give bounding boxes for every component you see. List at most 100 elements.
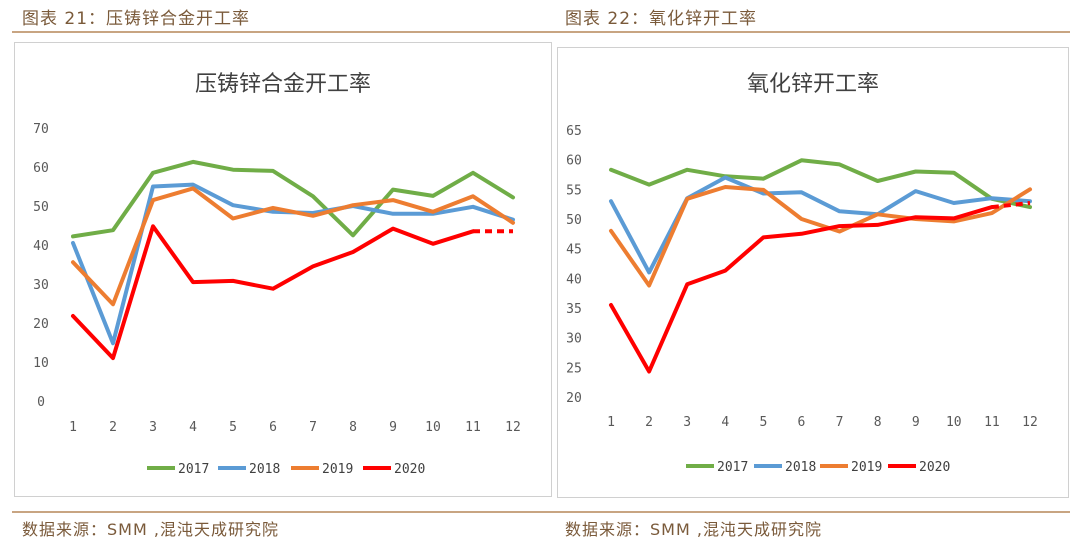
- data-point-2017: [191, 160, 195, 164]
- data-point-2018: [952, 201, 956, 205]
- data-point-2017: [685, 168, 689, 172]
- data-point-2019: [723, 185, 727, 189]
- data-point-2018: [231, 203, 235, 207]
- y-tick-label: 30: [33, 278, 49, 293]
- chart-title: 氧化锌开工率: [747, 72, 879, 97]
- data-point-2019: [838, 229, 842, 233]
- y-tick-label: 70: [33, 122, 49, 137]
- data-point-2020: [311, 264, 315, 268]
- data-point-2019: [685, 197, 689, 201]
- figure-21-title: 图表 21：压铸锌合金开工率: [22, 9, 251, 29]
- data-point-2020: [838, 224, 842, 228]
- y-tick-label: 65: [566, 124, 582, 139]
- data-point-2019: [799, 217, 803, 221]
- series-2020: [609, 201, 1032, 374]
- y-tick-label: 50: [33, 200, 49, 215]
- left-source-note: 数据来源：SMM ,混沌天成研究院: [22, 520, 279, 539]
- series-line-2019: [71, 186, 515, 307]
- x-tick-label: 4: [189, 420, 197, 435]
- x-tick-label: 1: [607, 415, 615, 430]
- legend-label-2018: 2018: [249, 462, 280, 477]
- x-tick-label: 1: [69, 420, 77, 435]
- figure-22-title: 图表 22：氧化锌开工率: [565, 9, 758, 29]
- legend: 2017 2018 2019 2020: [686, 460, 950, 475]
- x-tick-label: 3: [149, 420, 157, 435]
- data-point-2020: [511, 229, 515, 233]
- y-tick-label: 20: [566, 391, 582, 406]
- data-point-2017: [799, 158, 803, 162]
- data-point-2020: [1028, 201, 1032, 205]
- data-point-2020: [271, 287, 275, 291]
- data-point-2019: [71, 260, 75, 264]
- data-point-2018: [271, 210, 275, 214]
- data-point-2017: [647, 183, 651, 187]
- series-line-2017: [609, 158, 1032, 210]
- data-point-2020: [723, 269, 727, 273]
- data-point-2017: [311, 194, 315, 198]
- data-point-2017: [471, 171, 475, 175]
- data-point-2019: [471, 194, 475, 198]
- y-tick-label: 60: [33, 161, 49, 176]
- x-tick-label: 2: [109, 420, 117, 435]
- y-tick-label: 25: [566, 361, 582, 376]
- x-tick-label: 11: [984, 415, 1000, 430]
- x-tick-label: 5: [759, 415, 767, 430]
- data-point-2018: [723, 175, 727, 179]
- data-point-2017: [151, 171, 155, 175]
- data-point-2017: [271, 169, 275, 173]
- legend-label-2019: 2019: [851, 460, 882, 475]
- data-point-2019: [151, 198, 155, 202]
- data-point-2018: [647, 270, 651, 274]
- y-tick-label: 55: [566, 183, 582, 198]
- series-line-2020: [609, 205, 994, 374]
- x-tick-label: 12: [1022, 415, 1038, 430]
- data-point-2018: [838, 209, 842, 213]
- data-point-2020: [391, 227, 395, 231]
- data-point-2020: [471, 229, 475, 233]
- data-point-2020: [111, 356, 115, 360]
- y-tick-label: 10: [33, 356, 49, 371]
- data-point-2019: [761, 188, 765, 192]
- legend-label-2020: 2020: [919, 460, 950, 475]
- data-point-2018: [71, 241, 75, 245]
- data-point-2019: [111, 302, 115, 306]
- x-tick-label: 9: [912, 415, 920, 430]
- data-point-2017: [876, 179, 880, 183]
- data-point-2017: [609, 168, 613, 172]
- data-point-2018: [609, 199, 613, 203]
- data-point-2019: [191, 186, 195, 190]
- data-point-2020: [990, 205, 994, 209]
- right-source-note: 数据来源：SMM ,混沌天成研究院: [565, 520, 822, 539]
- data-point-2020: [151, 224, 155, 228]
- data-point-2020: [191, 280, 195, 284]
- data-point-2018: [191, 183, 195, 187]
- data-point-2017: [351, 233, 355, 237]
- series-2019: [71, 186, 515, 307]
- data-point-2018: [990, 196, 994, 200]
- data-point-2020: [799, 232, 803, 236]
- data-point-2019: [609, 229, 613, 233]
- data-point-2020: [876, 223, 880, 227]
- x-tick-label: 11: [465, 420, 481, 435]
- data-point-2017: [111, 228, 115, 232]
- data-point-2020: [914, 215, 918, 219]
- data-point-2017: [231, 168, 235, 172]
- data-point-2019: [311, 214, 315, 218]
- x-tick-label: 12: [505, 420, 521, 435]
- data-point-2017: [71, 234, 75, 238]
- data-point-2020: [685, 282, 689, 286]
- data-point-2020: [952, 216, 956, 220]
- top-divider: [12, 31, 1070, 33]
- x-tick-label: 3: [683, 415, 691, 430]
- y-tick-label: 50: [566, 213, 582, 228]
- series-2017: [71, 159, 515, 239]
- data-point-2017: [952, 171, 956, 175]
- data-point-2017: [511, 195, 515, 199]
- x-tick-label: 7: [836, 415, 844, 430]
- x-tick-label: 8: [349, 420, 357, 435]
- data-point-2020: [609, 303, 613, 307]
- legend-label-2017: 2017: [717, 460, 748, 475]
- series-2019: [609, 185, 1032, 288]
- x-tick-label: 6: [269, 420, 277, 435]
